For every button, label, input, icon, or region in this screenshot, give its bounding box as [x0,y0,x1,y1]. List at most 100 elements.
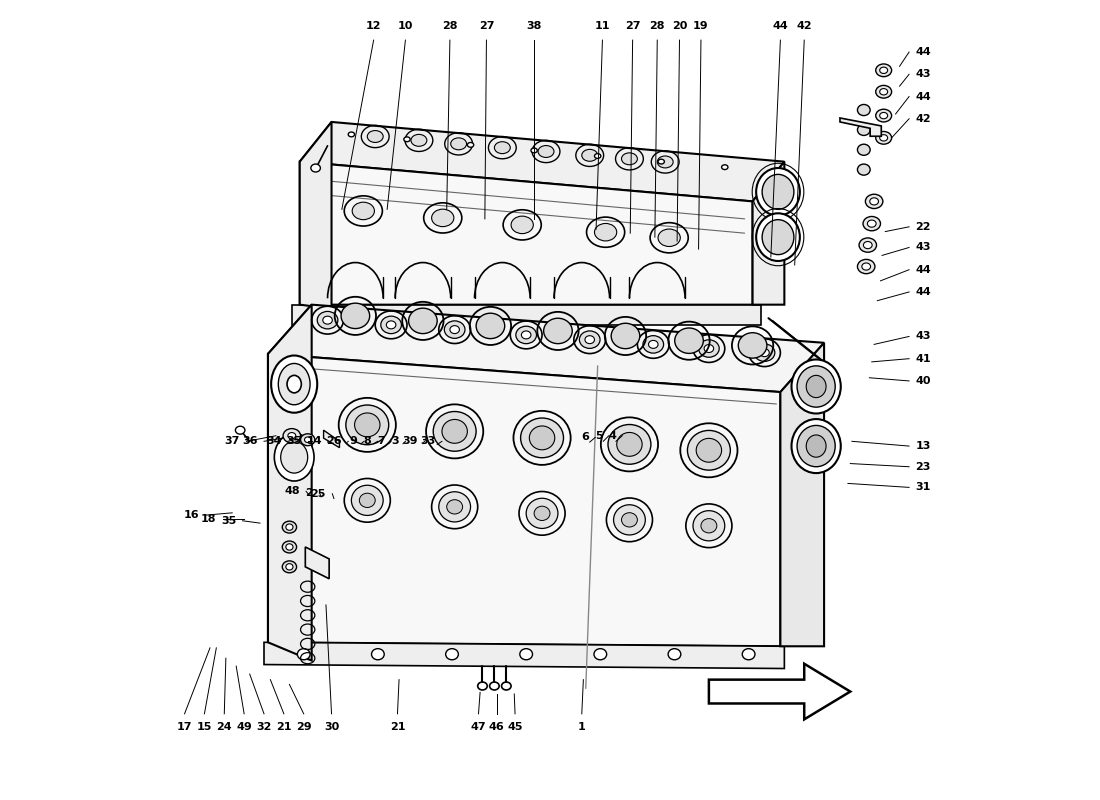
Ellipse shape [880,89,888,95]
Ellipse shape [798,426,835,466]
Text: 43: 43 [915,70,931,79]
Ellipse shape [535,506,550,521]
Text: 27: 27 [625,21,640,30]
Ellipse shape [280,442,308,473]
Polygon shape [300,122,784,202]
Ellipse shape [283,521,297,533]
Text: 46: 46 [488,722,505,732]
Ellipse shape [806,375,826,398]
Polygon shape [752,162,784,305]
Text: 44: 44 [915,47,932,57]
Text: 3: 3 [392,436,399,446]
Text: 43: 43 [915,242,931,253]
Ellipse shape [742,649,755,660]
Ellipse shape [538,146,554,158]
Ellipse shape [305,437,311,442]
Ellipse shape [868,220,876,227]
Text: 27: 27 [478,21,494,30]
Text: 4: 4 [608,430,616,441]
Text: 14: 14 [307,436,322,446]
Text: 21: 21 [276,722,292,732]
Text: 40: 40 [915,376,931,386]
Text: 23: 23 [915,462,931,472]
Ellipse shape [858,164,870,175]
Text: 44: 44 [915,265,932,274]
Ellipse shape [755,344,774,362]
Ellipse shape [476,314,505,338]
Ellipse shape [272,355,317,413]
Ellipse shape [235,426,245,434]
Text: 44: 44 [772,21,789,30]
Text: 25: 25 [310,489,326,498]
Text: 21: 21 [389,722,405,732]
Ellipse shape [696,438,722,462]
Ellipse shape [451,138,466,150]
Ellipse shape [442,419,468,443]
Ellipse shape [876,131,892,144]
Ellipse shape [526,498,558,529]
Ellipse shape [621,153,637,165]
Text: 28: 28 [442,21,458,30]
Ellipse shape [345,405,388,445]
Ellipse shape [386,321,396,329]
Text: 43: 43 [915,331,931,342]
Ellipse shape [658,159,664,164]
Ellipse shape [792,419,840,473]
Ellipse shape [722,165,728,170]
Ellipse shape [447,500,463,514]
Polygon shape [268,354,780,646]
Ellipse shape [582,150,597,162]
Ellipse shape [520,649,532,660]
Ellipse shape [360,493,375,507]
Ellipse shape [594,154,601,158]
Ellipse shape [798,366,835,407]
Ellipse shape [274,434,315,481]
Ellipse shape [861,263,870,270]
Text: 44: 44 [915,287,932,297]
Ellipse shape [698,340,719,358]
Ellipse shape [297,649,310,660]
Ellipse shape [408,308,437,334]
Polygon shape [264,642,784,669]
Polygon shape [268,305,311,661]
Text: 5: 5 [595,430,603,441]
Ellipse shape [349,132,354,137]
Ellipse shape [322,316,332,324]
Ellipse shape [287,375,301,393]
Ellipse shape [431,209,454,226]
Ellipse shape [404,137,410,142]
Text: 49: 49 [236,722,252,732]
Ellipse shape [864,242,872,249]
Ellipse shape [859,238,877,252]
Text: 8: 8 [363,436,372,446]
Ellipse shape [880,67,888,74]
Text: 41: 41 [915,354,931,364]
Ellipse shape [756,168,800,216]
Ellipse shape [756,214,800,261]
Text: 11: 11 [595,21,610,30]
Text: 48: 48 [284,486,300,496]
Ellipse shape [642,336,663,353]
Text: 35: 35 [286,436,301,446]
Ellipse shape [317,311,338,329]
Text: 32: 32 [256,722,272,732]
Text: 31: 31 [915,482,931,492]
Text: 2: 2 [306,488,313,498]
Text: 34: 34 [266,436,282,446]
Ellipse shape [880,113,888,118]
Ellipse shape [543,318,572,344]
Text: 10: 10 [398,21,414,30]
Text: 26: 26 [327,436,342,446]
Ellipse shape [704,345,714,353]
Ellipse shape [738,333,767,358]
Ellipse shape [411,134,427,146]
Ellipse shape [433,411,476,451]
Ellipse shape [876,86,892,98]
Ellipse shape [278,363,310,405]
Text: 7: 7 [377,436,385,446]
Ellipse shape [621,513,637,527]
Ellipse shape [701,518,717,533]
Text: 37: 37 [224,436,240,446]
Polygon shape [300,162,752,305]
Ellipse shape [372,649,384,660]
